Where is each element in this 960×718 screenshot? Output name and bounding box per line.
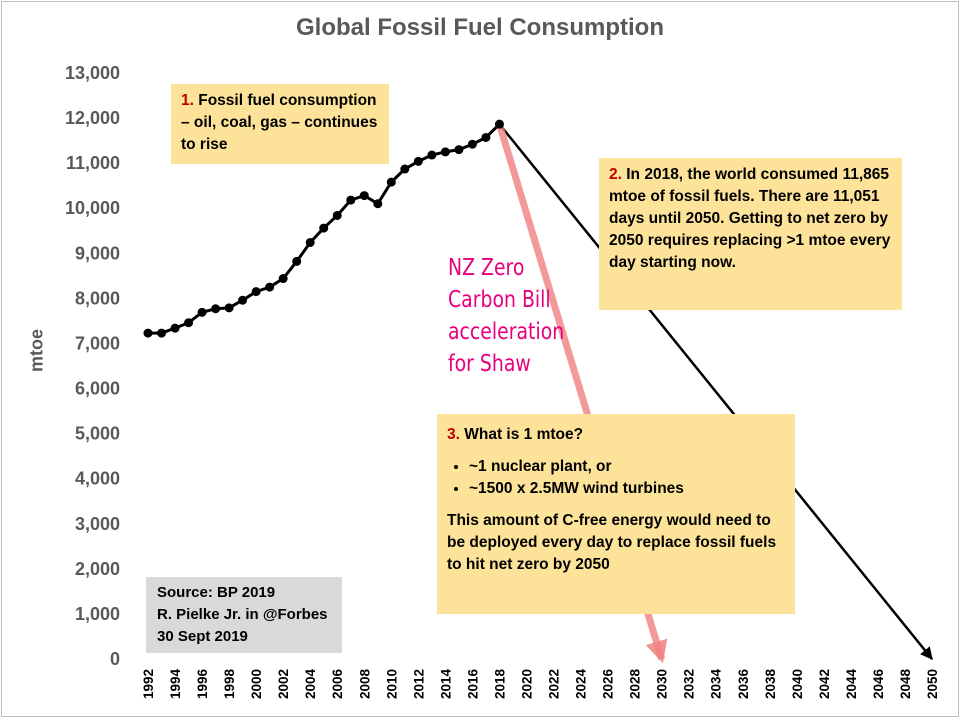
x-tick-label: 2026 [601,669,616,700]
x-tick-label: 2024 [574,669,589,700]
x-tick-label: 2046 [871,669,886,700]
x-tick-label: 2050 [925,669,940,699]
x-tick-label: 2032 [682,669,697,699]
source-box: Source: BP 2019 R. Pielke Jr. in @Forbes… [146,577,342,653]
y-tick-label: 12,000 [65,108,120,128]
y-tick-label: 13,000 [65,63,120,83]
data-point [184,318,194,328]
note3-bullet: ~1 nuclear plant, or [469,456,785,478]
data-point [251,287,261,297]
x-tick-label: 2012 [411,669,426,699]
note3-heading: What is 1 mtoe? [464,426,584,443]
x-tick-label: 2000 [249,669,264,699]
note-2018-consumption: 2. In 2018, the world consumed 11,865 mt… [599,158,902,310]
source-line: R. Pielke Jr. in @Forbes [157,606,328,623]
x-tick-label: 2014 [438,669,453,700]
note3-bullet-list: ~1 nuclear plant, or ~1500 x 2.5MW wind … [447,456,785,500]
data-point [170,323,180,333]
y-tick-label: 4,000 [75,469,120,489]
x-tick-label: 2020 [519,669,534,699]
y-tick-label: 0 [110,649,120,669]
nz-label-line: NZ Zero [448,255,525,281]
data-point [413,156,423,166]
data-point [157,328,167,338]
x-tick-label: 2036 [736,669,751,700]
data-point [373,199,383,209]
chart-title: Global Fossil Fuel Consumption [295,14,664,41]
y-tick-label: 3,000 [75,514,120,534]
y-tick-label: 10,000 [65,198,120,218]
data-point [197,307,207,317]
x-tick-label: 1992 [141,669,156,699]
nz-label-line: Carbon Bill [448,287,551,313]
nz-label-line: for Shaw [448,351,531,377]
note1-text: Fossil fuel consumption – oil, coal, gas… [181,92,378,153]
x-tick-label: 2018 [492,669,507,700]
x-tick-label: 2010 [384,669,399,699]
note2-number: 2. [609,166,622,183]
data-point [278,274,288,284]
note1-number: 1. [181,92,194,109]
x-tick-label: 2022 [547,669,562,699]
x-tick-label: 1994 [168,669,183,700]
note-what-is-mtoe: 3. What is 1 mtoe? ~1 nuclear plant, or … [437,414,795,614]
source-line: 30 Sept 2019 [157,628,248,645]
x-tick-label: 2004 [303,669,318,700]
x-tick-label: 2006 [330,669,345,700]
data-point [224,303,234,313]
note2-text: In 2018, the world consumed 11,865 mtoe … [609,166,891,271]
y-tick-label: 11,000 [66,153,120,173]
note3-bullet: ~1500 x 2.5MW wind turbines [469,478,785,500]
data-point [346,195,356,205]
y-tick-label: 2,000 [75,559,120,579]
y-tick-label: 7,000 [75,333,120,353]
data-point [427,150,437,160]
note3-number: 3. [447,426,460,443]
source-line: Source: BP 2019 [157,584,276,601]
note-fossil-fuel-rise: 1. Fossil fuel consumption – oil, coal, … [171,84,389,164]
x-tick-label: 2002 [276,669,291,699]
y-tick-label: 5,000 [75,424,120,444]
data-point [238,295,248,305]
data-point [481,132,491,142]
data-point [454,145,464,155]
data-point [359,191,369,201]
x-tick-label: 2028 [628,669,643,700]
data-point [440,147,450,157]
x-tick-label: 2040 [790,669,805,699]
data-point [332,210,342,220]
data-point [386,177,396,187]
x-tick-label: 2008 [357,669,372,700]
data-point [143,328,153,338]
x-tick-label: 2034 [709,669,724,700]
x-tick-label: 2016 [465,669,480,700]
data-point [265,282,275,292]
x-tick-label: 2042 [817,669,832,699]
data-point [305,237,315,247]
data-point [494,119,504,129]
data-point [211,304,221,314]
data-point [319,223,329,233]
data-point [467,139,477,149]
x-tick-label: 2044 [844,669,859,700]
y-tick-label: 1,000 [75,604,120,624]
y-tick-label: 6,000 [75,379,120,399]
data-point [292,256,302,266]
x-tick-label: 1998 [222,669,237,700]
nz-zero-carbon-label: NZ Zero Carbon Bill acceleration for Sha… [448,252,564,380]
x-tick-label: 2030 [655,669,670,699]
x-tick-label: 2048 [898,669,913,700]
data-point [400,164,410,174]
x-tick-label: 1996 [195,669,210,700]
nz-label-line: acceleration [448,319,565,345]
x-tick-label: 2038 [763,669,778,700]
note3-footer: This amount of C-free energy would need … [447,512,777,573]
y-tick-label: 9,000 [75,243,120,263]
y-tick-label: 8,000 [75,288,120,308]
black-projection-arrow [498,123,933,660]
